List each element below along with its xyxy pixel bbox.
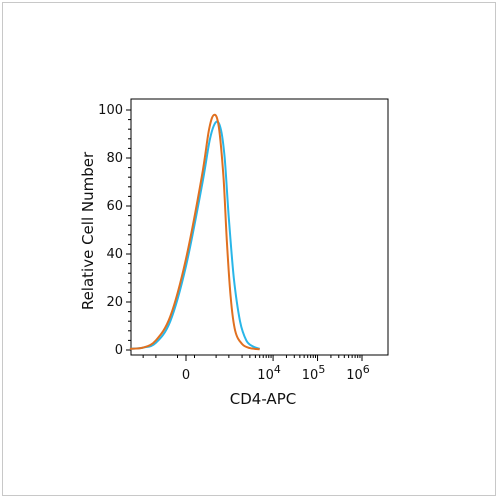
- y-tick-label: 20: [106, 295, 123, 310]
- y-tick-label: 0: [115, 343, 123, 358]
- y-tick-label: 60: [106, 199, 123, 214]
- x-tick-label: 106: [346, 363, 370, 383]
- series-layer: [129, 113, 261, 351]
- y-axis: 0 20 40 60 80 100: [98, 103, 131, 358]
- x-tick-exponent: 6: [363, 363, 370, 376]
- x-tick-label: 105: [302, 363, 326, 383]
- y-axis-title: Relative Cell Number: [79, 151, 97, 310]
- x-tick-label: 104: [257, 363, 281, 383]
- y-tick-label: 40: [106, 247, 123, 262]
- series-line-2: [129, 113, 260, 351]
- x-axis: 0 104 105 106: [142, 355, 370, 383]
- figure-frame: [2, 2, 496, 496]
- x-tick-label: 0: [182, 368, 190, 383]
- y-tick-label: 100: [98, 103, 123, 118]
- x-tick-exponent: 4: [274, 363, 281, 376]
- x-axis-title: CD4-APC: [230, 390, 296, 408]
- x-tick-exponent: 5: [318, 363, 325, 376]
- y-tick-label: 80: [106, 151, 123, 166]
- series-line-1: [129, 120, 261, 350]
